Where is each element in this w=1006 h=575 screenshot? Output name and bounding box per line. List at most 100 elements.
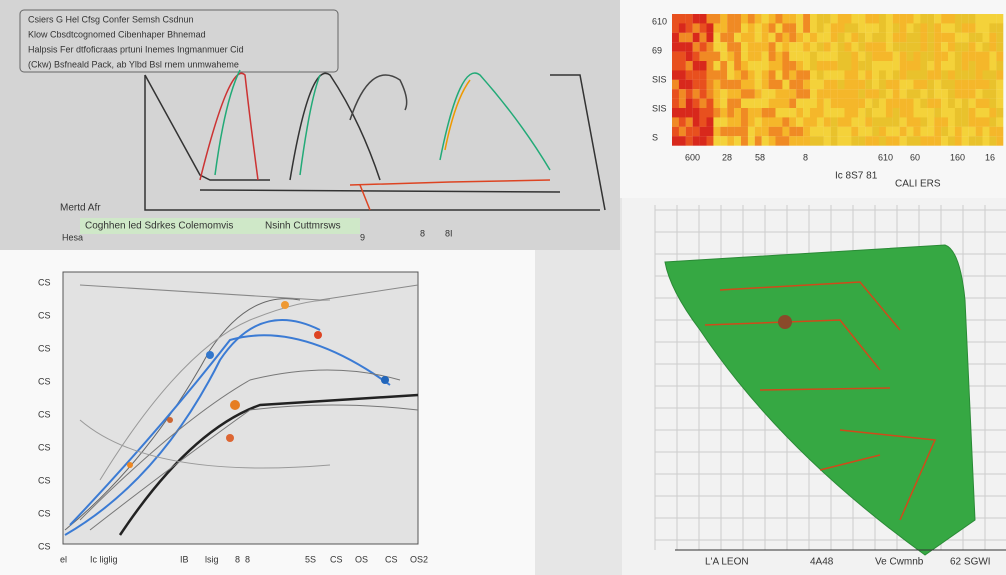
heat-cell — [913, 51, 921, 62]
heat-cell — [699, 14, 707, 24]
heat-cell — [796, 98, 804, 109]
heat-cell — [954, 51, 962, 62]
heat-cell — [823, 126, 831, 137]
heat-cell — [899, 23, 907, 33]
heat-cell — [927, 98, 935, 109]
heat-cell — [796, 117, 804, 127]
heat-cell — [754, 108, 762, 118]
heat-cell — [892, 98, 900, 109]
heat-cell — [913, 136, 921, 146]
heat-cell — [727, 14, 735, 24]
heat-cell — [982, 51, 990, 62]
heat-cell — [837, 108, 845, 118]
heat-cell — [913, 32, 921, 43]
heat-cell — [906, 70, 914, 80]
heat-cell — [865, 136, 873, 146]
heat-cell — [865, 98, 873, 109]
heat-cell — [885, 42, 893, 52]
heat-cell — [672, 98, 679, 109]
heat-cell — [796, 61, 804, 71]
heat-cell — [975, 108, 983, 118]
heat-cell — [906, 61, 914, 71]
heat-cell — [720, 42, 728, 52]
heat-cell — [837, 32, 845, 43]
heat-cell — [858, 98, 866, 109]
heat-cell — [706, 126, 714, 137]
heat-cell — [844, 42, 852, 52]
heat-cell — [948, 23, 955, 33]
heat-cell — [844, 51, 852, 62]
heat-cell — [775, 14, 783, 24]
heat-cell — [865, 70, 873, 80]
heat-cell — [734, 14, 742, 24]
heat-cell — [747, 51, 755, 62]
heat-cell — [954, 89, 962, 99]
heat-cell — [954, 32, 962, 43]
heat-cell — [989, 70, 997, 80]
x-tick-label: 600 — [685, 152, 700, 162]
heat-cell — [961, 42, 969, 52]
heat-cell — [989, 32, 997, 43]
heat-cell — [747, 79, 755, 90]
heat-cell — [768, 117, 776, 127]
heat-cell — [858, 14, 866, 24]
heat-cell — [816, 136, 824, 146]
y-tick-label: 69 — [652, 45, 662, 55]
heat-cell — [920, 70, 928, 80]
heat-cell — [844, 126, 852, 137]
heat-cell — [934, 117, 942, 127]
heat-cell — [872, 136, 880, 146]
heat-cell — [775, 108, 783, 118]
heat-cell — [741, 108, 748, 118]
heat-cell — [823, 79, 831, 90]
heat-cell — [858, 89, 866, 99]
heat-cell — [789, 14, 797, 24]
heat-cell — [754, 70, 762, 80]
heat-cell — [699, 117, 707, 127]
heat-cell — [734, 98, 742, 109]
heat-cell — [747, 42, 755, 52]
heat-cell — [975, 126, 983, 137]
heat-cell — [803, 98, 811, 109]
heat-cell — [678, 126, 686, 137]
heat-cell — [920, 108, 928, 118]
heat-cell — [927, 89, 935, 99]
heat-cell — [823, 117, 831, 127]
heat-cell — [761, 70, 769, 80]
heat-cell — [996, 42, 1004, 52]
heat-cell — [954, 117, 962, 127]
heat-cell — [796, 108, 804, 118]
heat-cell — [699, 42, 707, 52]
heat-cell — [982, 61, 990, 71]
heat-cell — [913, 108, 921, 118]
heat-cell — [713, 89, 721, 99]
heat-cell — [789, 89, 797, 99]
heat-cell — [727, 126, 735, 137]
heat-cell — [678, 98, 686, 109]
heat-cell — [927, 42, 935, 52]
heat-cell — [899, 51, 907, 62]
heat-cell — [837, 98, 845, 109]
heat-cell — [879, 70, 886, 80]
x-tick-label: el — [60, 554, 67, 564]
heat-cell — [816, 14, 824, 24]
x-tick-label: Ic liglig — [90, 554, 118, 564]
heat-cell — [803, 108, 811, 118]
heat-cell — [968, 23, 976, 33]
heat-cell — [789, 32, 797, 43]
heat-cell — [996, 79, 1004, 90]
heat-cell — [706, 23, 714, 33]
heat-cell — [844, 32, 852, 43]
heat-cell — [961, 23, 969, 33]
heat-cell — [837, 42, 845, 52]
heat-cell — [906, 136, 914, 146]
heat-cell — [754, 126, 762, 137]
heat-cell — [768, 23, 776, 33]
heat-cell — [685, 70, 693, 80]
heat-cell — [754, 42, 762, 52]
heat-cell — [899, 136, 907, 146]
heat-cell — [934, 23, 942, 33]
heat-cell — [858, 117, 866, 127]
heat-cell — [934, 108, 942, 118]
heat-cell — [782, 108, 790, 118]
